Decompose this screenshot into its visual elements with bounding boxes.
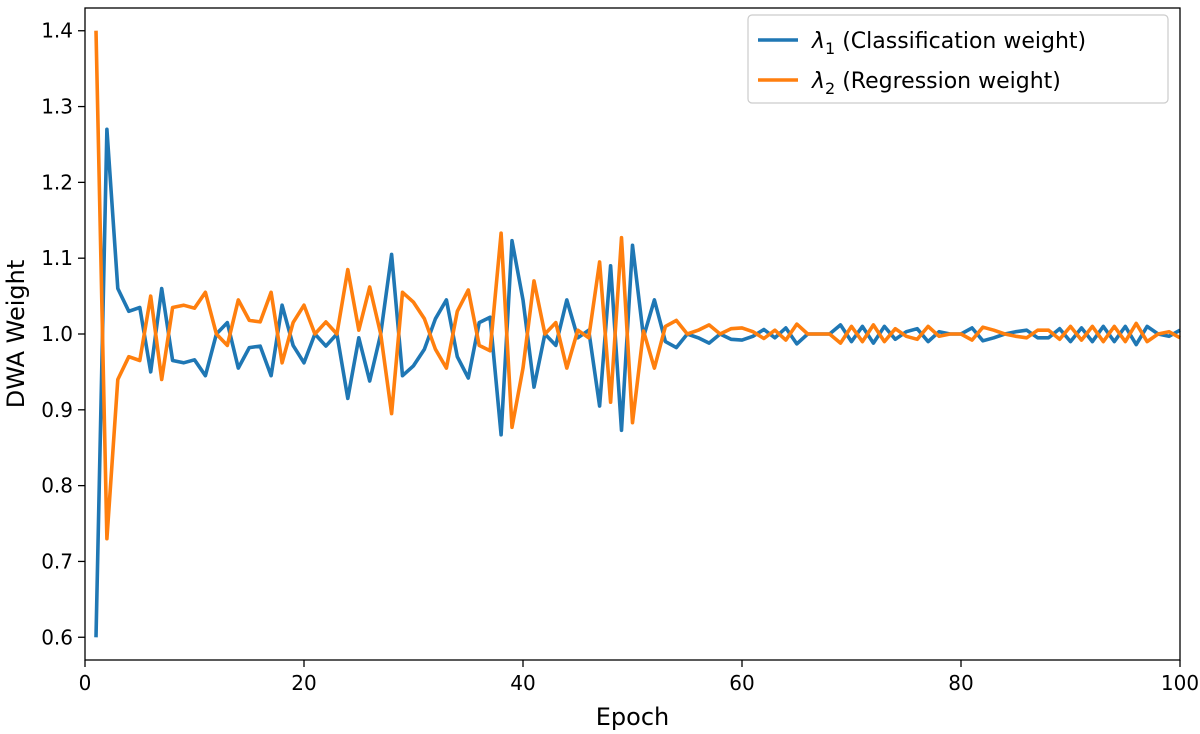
- series-line-2: [94, 30, 1181, 541]
- x-tick-label: 80: [948, 671, 973, 695]
- x-tick-label: 20: [291, 671, 316, 695]
- x-tick-label: 60: [729, 671, 754, 695]
- y-tick-label: 1.4: [41, 19, 73, 43]
- legend-box: [747, 14, 1169, 104]
- y-tick-label: 0.8: [41, 474, 73, 498]
- y-tick-label: 0.9: [41, 398, 73, 422]
- x-axis-title: Epoch: [596, 703, 670, 731]
- x-tick-label: 0: [79, 671, 92, 695]
- plot-frame: [84, 7, 1181, 661]
- legend-label-2: λ2 (Regression weight): [811, 69, 1061, 98]
- x-tick-label: 40: [510, 671, 535, 695]
- legend: λ1 (Classification weight) λ2 (Regression…: [747, 14, 1169, 104]
- y-tick-label: 1.1: [41, 246, 73, 270]
- y-tick-label: 1.0: [41, 322, 73, 346]
- y-tick-label: 1.2: [41, 170, 73, 194]
- y-tick-label: 0.6: [41, 625, 73, 649]
- x-axis-ticks: 0 20 40 60 80 100: [79, 660, 1199, 695]
- legend-label-1: λ1 (Classification weight): [811, 29, 1086, 58]
- x-tick-label: 100: [1161, 671, 1199, 695]
- y-axis-title: DWA Weight: [2, 260, 30, 409]
- plot-lines: [94, 30, 1181, 638]
- y-tick-label: 1.3: [41, 95, 73, 119]
- series-line-1: [94, 127, 1181, 638]
- y-axis-ticks: 0.6 0.7 0.8 0.9 1.0 1.1 1.2 1.3 1.4: [41, 19, 85, 649]
- y-tick-label: 0.7: [41, 549, 73, 573]
